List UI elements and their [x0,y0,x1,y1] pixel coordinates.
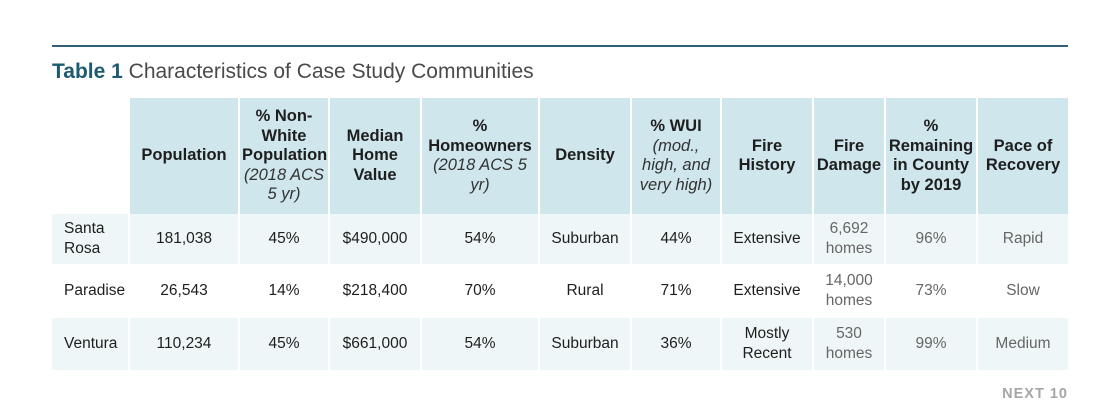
header-corner [52,98,128,214]
cell-remaining: 99% [884,318,976,370]
col-header-density: Density [538,98,630,214]
cell-population: 26,543 [128,266,238,318]
col-header-main: Fire History [738,136,796,175]
row-header-community: Paradise [52,266,128,318]
col-header-main: Population [141,146,227,165]
cell-density: Suburban [538,214,630,266]
col-header-population: Population [128,98,238,214]
row-header-community: Santa Rosa [52,214,128,266]
col-header-main: % Non-White Population [242,107,328,165]
cell-homeowners: 54% [420,318,538,370]
cell-pace: Slow [976,266,1068,318]
cell-fire-damage: 14,000 homes [812,266,884,318]
table-row: Paradise 26,543 14% $218,400 70% Rural 7… [52,266,1068,318]
table-title: Table 1 Characteristics of Case Study Co… [52,60,534,84]
col-header-sub: (2018 ACS 5 yr) [243,165,325,204]
cell-population: 110,234 [128,318,238,370]
brand-logo: NEXT 10 [1002,386,1068,402]
col-header-pace: Pace of Recovery [976,98,1068,214]
col-header-fire-damage: Fire Damage [812,98,884,214]
table-title-text: Characteristics of Case Study Communitie… [128,60,534,83]
cell-non-white: 45% [238,214,328,266]
cell-density: Rural [538,266,630,318]
col-header-main: Fire Damage [816,136,882,175]
cell-median-home-value: $218,400 [328,266,420,318]
col-header-remaining: % Remaining in County by 2019 [884,98,976,214]
col-header-wui: % WUI (mod., high, and very high) [630,98,720,214]
cell-fire-history: Extensive [720,266,812,318]
header-row: Population % Non-White Population (2018 … [52,98,1068,214]
col-header-main: Density [555,146,615,165]
case-study-table: Population % Non-White Population (2018 … [52,98,1068,370]
col-header-fire-history: Fire History [720,98,812,214]
cell-fire-damage: 530 homes [812,318,884,370]
cell-wui: 71% [630,266,720,318]
top-rule [52,45,1068,47]
cell-homeowners: 54% [420,214,538,266]
col-header-sub: (2018 ACS 5 yr) [433,156,527,194]
cell-non-white: 14% [238,266,328,318]
cell-population: 181,038 [128,214,238,266]
table-row: Santa Rosa 181,038 45% $490,000 54% Subu… [52,214,1068,266]
col-header-non-white: % Non-White Population (2018 ACS 5 yr) [238,98,328,214]
cell-non-white: 45% [238,318,328,370]
col-header-main: Pace of Recovery [985,136,1061,175]
cell-pace: Medium [976,318,1068,370]
cell-remaining: 73% [884,266,976,318]
cell-homeowners: 70% [420,266,538,318]
row-header-community: Ventura [52,318,128,370]
col-header-main: % Homeowners [428,117,532,155]
col-header-median-home-value: Median Home Value [328,98,420,214]
cell-fire-history: Mostly Recent [720,318,812,370]
col-header-main: % Remaining in County by 2019 [888,117,974,194]
cell-fire-history: Extensive [720,214,812,266]
table-title-label: Table 1 [52,60,123,83]
cell-density: Suburban [538,318,630,370]
cell-pace: Rapid [976,214,1068,266]
cell-wui: 36% [630,318,720,370]
col-header-main: Median Home Value [346,126,404,184]
table-row: Ventura 110,234 45% $661,000 54% Suburba… [52,318,1068,370]
cell-median-home-value: $490,000 [328,214,420,266]
cell-remaining: 96% [884,214,976,266]
col-header-sub: (mod., high, and very high) [639,136,713,194]
cell-wui: 44% [630,214,720,266]
col-header-main: % WUI [650,117,702,135]
col-header-homeowners: % Homeowners (2018 ACS 5 yr) [420,98,538,214]
cell-median-home-value: $661,000 [328,318,420,370]
cell-fire-damage: 6,692 homes [812,214,884,266]
